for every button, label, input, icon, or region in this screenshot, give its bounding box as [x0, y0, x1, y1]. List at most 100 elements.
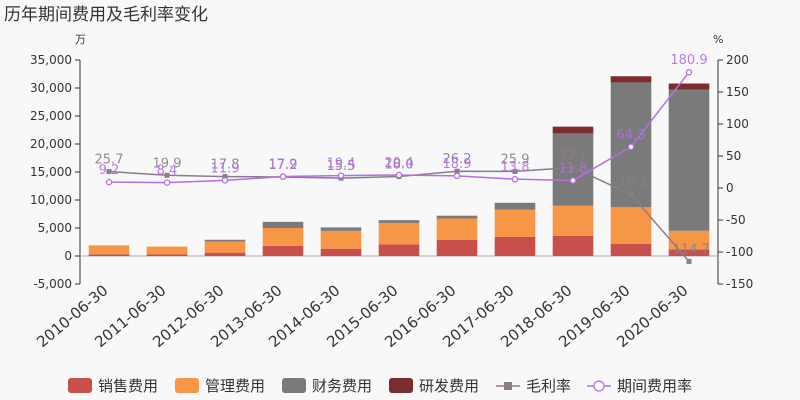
data-label-1: 11.8 — [559, 161, 588, 176]
data-label-0: 26.2 — [443, 152, 472, 167]
legend-marker — [504, 382, 512, 390]
bar-1 — [436, 218, 478, 240]
legend-label: 管理费用 — [205, 377, 265, 395]
legend-marker — [593, 380, 605, 392]
data-label-1: 20.4 — [385, 156, 414, 171]
point-1 — [163, 179, 171, 186]
y-left-tick-label: 15,000 — [30, 165, 72, 179]
data-label-1: 13.8 — [501, 160, 530, 175]
data-label-0: 18.0 — [385, 157, 414, 172]
y-right-tick-label: 50 — [726, 149, 741, 163]
y-left-tick-label: 25,000 — [30, 109, 72, 123]
bar-2 — [668, 89, 710, 231]
point-1 — [337, 172, 345, 179]
data-label-1: 17.9 — [269, 158, 298, 173]
bar-1 — [320, 230, 362, 249]
bar-2 — [436, 215, 478, 219]
point-0 — [164, 172, 170, 178]
bar-1 — [668, 230, 710, 250]
data-label-1: 8.4 — [157, 164, 178, 179]
y-right-tick-label: -50 — [726, 213, 746, 227]
data-label-0: -114.7 — [668, 242, 710, 257]
bar-3 — [610, 76, 652, 83]
bar-2 — [320, 227, 362, 231]
bar-3 — [668, 83, 710, 90]
legend-label: 毛利率 — [526, 377, 571, 395]
legend-swatch — [68, 378, 92, 393]
bar-2 — [494, 202, 536, 210]
point-0 — [454, 168, 460, 174]
point-1 — [221, 177, 229, 184]
legend-label: 财务费用 — [312, 377, 372, 395]
bar-1 — [378, 222, 420, 245]
data-label-0: 15.5 — [327, 159, 356, 174]
bar-0 — [436, 239, 478, 256]
y-left-tick-label: -5,000 — [33, 277, 72, 291]
y-right-tick-label: 100 — [726, 117, 749, 131]
y-right-tick-label: -150 — [726, 277, 753, 291]
data-label-0: 25.9 — [501, 152, 530, 167]
data-label-0: 17.2 — [269, 158, 298, 173]
legend-swatch — [175, 378, 199, 393]
bar-0 — [610, 243, 652, 256]
y-right-tick-label: 0 — [726, 181, 734, 195]
bar-2 — [204, 239, 246, 242]
y-left-tick-label: 20,000 — [30, 137, 72, 151]
bar-0 — [494, 236, 536, 256]
data-label-0: 19.9 — [153, 156, 182, 171]
point-0 — [570, 164, 576, 170]
data-label-0: 17.8 — [211, 158, 240, 173]
legend-label: 销售费用 — [98, 377, 158, 395]
data-label-1: 9.2 — [99, 163, 120, 178]
data-label-1: 180.9 — [670, 53, 707, 68]
bar-1 — [204, 241, 246, 253]
bar-1 — [262, 228, 304, 246]
y-left-tick-label: 10,000 — [30, 193, 72, 207]
chart-title: 历年期间费用及毛利率变化 — [4, 5, 208, 25]
point-1 — [511, 175, 519, 183]
data-label-1: 18.9 — [443, 157, 472, 172]
bar-0 — [378, 244, 420, 256]
y-left-tick-label: 30,000 — [30, 81, 72, 95]
legend-label: 研发费用 — [419, 377, 479, 395]
y-left-unit: 万 — [75, 33, 86, 46]
legend: 销售费用 管理费用 财务费用 研发费用 毛利率 期间费用率 — [68, 377, 692, 395]
y-right-tick-label: 150 — [726, 85, 749, 99]
y-right-tick-label: 200 — [726, 53, 749, 67]
legend-label: 期间费用率 — [617, 377, 692, 395]
y-right-tick-label: -100 — [726, 245, 753, 259]
bar-1 — [88, 245, 130, 255]
point-1 — [627, 143, 635, 151]
point-1 — [685, 68, 693, 76]
y-left-tick-label: 5,000 — [38, 221, 72, 235]
y-right-unit: % — [713, 33, 723, 46]
legend-swatch — [389, 378, 413, 393]
bar-0 — [146, 254, 188, 256]
bar-0 — [320, 248, 362, 256]
point-0 — [222, 174, 228, 180]
point-1 — [395, 171, 403, 179]
bar-0 — [88, 254, 130, 256]
data-label-1: 64.3 — [617, 128, 646, 143]
data-label-0: -10.2 — [614, 176, 648, 191]
bar-0 — [552, 235, 594, 256]
point-1 — [105, 178, 113, 186]
point-0 — [628, 192, 634, 198]
bar-3 — [552, 126, 594, 134]
bar-2 — [378, 220, 420, 223]
point-1 — [453, 172, 461, 180]
bar-1 — [146, 246, 188, 255]
lines — [105, 68, 693, 264]
point-1 — [279, 173, 287, 180]
bar-0 — [262, 245, 304, 256]
data-label-1: 11.9 — [211, 161, 240, 176]
point-0 — [106, 169, 112, 175]
bar-1 — [552, 205, 594, 236]
point-0 — [686, 258, 692, 264]
y-left-tick-label: 0 — [64, 249, 72, 263]
bar-2 — [262, 221, 304, 228]
data-labels: 25.7 19.9 17.8 17.2 15.5 18.0 26.2 25.9 32.1 -10.… — [95, 53, 710, 257]
bar-1 — [494, 209, 536, 237]
bar-1 — [610, 207, 652, 244]
